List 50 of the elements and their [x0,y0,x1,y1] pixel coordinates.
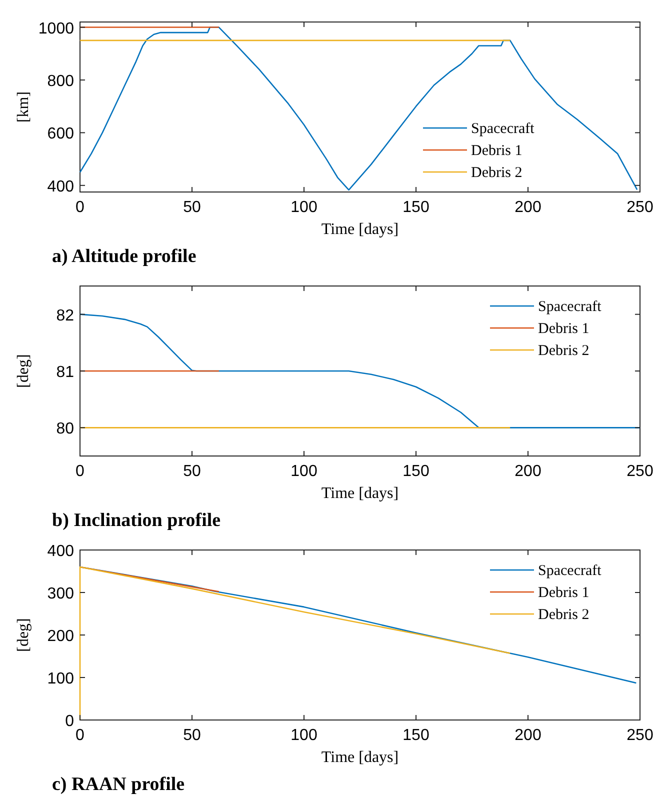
x-tick-label: 200 [514,727,542,744]
legend-label: Debris 1 [471,143,522,159]
y-tick-label: 200 [47,628,74,645]
y-tick-label: 80 [56,420,74,438]
legend-label: Spacecraft [538,563,602,579]
x-axis-title: Time [days] [321,221,399,238]
x-tick-label: 0 [76,727,85,744]
x-tick-label: 200 [514,199,542,216]
x-axis-title: Time [days] [321,749,399,766]
y-tick-label: 0 [65,713,74,730]
y-tick-label: 81 [56,364,74,381]
x-tick-label: 0 [76,463,85,480]
x-tick-label: 100 [290,727,318,744]
y-axis-title: [km] [15,91,32,123]
legend-label: Debris 1 [538,585,590,601]
text: a) Altitude profile [52,246,196,267]
x-tick-label: 50 [183,199,201,216]
legend-label: Debris 2 [471,165,522,181]
y-axis-title: [deg] [15,354,32,388]
y-tick-label: 400 [47,178,74,196]
y-axis-title: [deg] [15,618,32,652]
y-tick-label: 1000 [38,20,74,38]
y-tick-label: 600 [47,126,74,143]
y-tick-label: 82 [56,307,74,324]
x-tick-label: 100 [290,463,318,480]
legend-label: Debris 2 [538,343,590,359]
y-tick-label: 800 [47,72,74,90]
x-tick-label: 250 [626,199,654,216]
line-series [79,26,638,191]
x-tick-label: 0 [76,199,85,216]
x-tick-label: 100 [290,199,318,216]
y-tick-label: 100 [47,670,74,688]
legend-label: Debris 2 [538,607,590,623]
text: b) Inclination profile [52,510,221,531]
x-axis-title: Time [days] [321,485,399,502]
x-tick-label: 250 [626,463,654,480]
x-tick-label: 250 [626,727,654,744]
legend-label: Spacecraft [538,299,602,315]
x-tick-label: 50 [183,727,201,744]
legend-label: Spacecraft [471,121,536,137]
x-tick-label: 150 [402,463,430,480]
line-series [79,314,641,428]
legend-label: Debris 1 [538,321,590,337]
x-tick-label: 150 [402,727,430,744]
text: c) RAAN profile [52,774,185,795]
y-tick-label: 400 [47,543,74,560]
x-tick-label: 200 [514,463,542,480]
x-tick-label: 150 [402,199,430,216]
y-tick-label: 300 [47,586,74,602]
x-tick-label: 50 [183,463,201,480]
